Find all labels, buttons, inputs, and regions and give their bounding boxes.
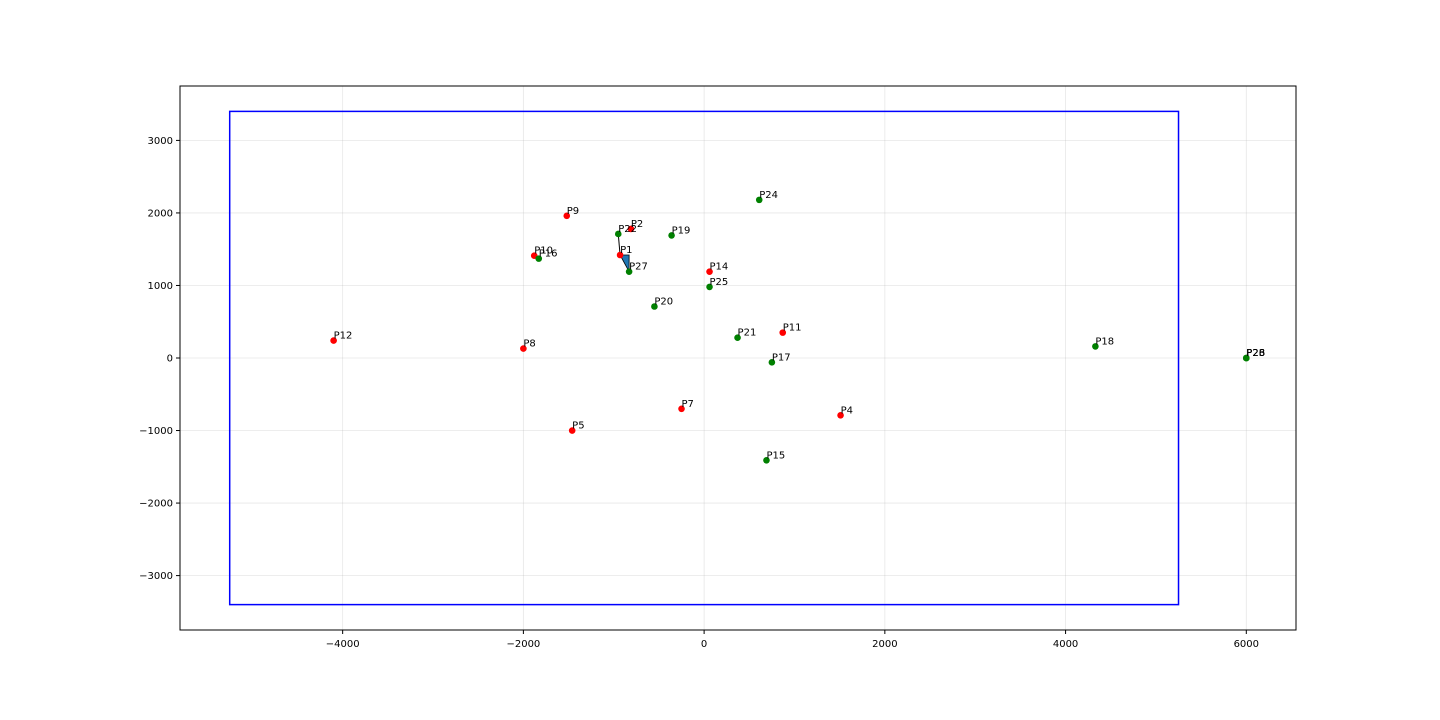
point-label-p2: P2 (631, 219, 643, 230)
point-p15 (763, 456, 770, 464)
point-label-p22: P22 (618, 224, 637, 235)
point-label-p20: P20 (654, 297, 673, 308)
x-tick-label: 6000 (1234, 639, 1259, 650)
point-label-p21: P21 (738, 328, 757, 339)
point-label-p11: P11 (783, 323, 802, 334)
x-tick-label: 0 (701, 639, 707, 650)
point-p17 (768, 359, 776, 366)
x-tick-label: −4000 (326, 639, 360, 650)
point-p4 (837, 412, 844, 419)
point-label-p27: P27 (629, 262, 648, 273)
point-p5 (568, 427, 576, 434)
y-tick-label: 2000 (148, 208, 173, 219)
point-label-p18: P18 (1095, 336, 1114, 347)
point-label-p10: P10 (534, 246, 553, 257)
point-p7 (678, 405, 685, 413)
points (330, 196, 1250, 464)
direction-arrow (617, 233, 630, 272)
point-labels: P1 P2 P4 P5 P7 P8 P9 P10 P11 P12 P14 P15 P16 P17 P18 P1… (334, 190, 1265, 461)
x-tick-label: −2000 (506, 639, 540, 650)
point-label-p12: P12 (334, 331, 353, 342)
point-label-p26: P26 (1246, 348, 1265, 359)
point-p22 (614, 230, 622, 238)
point-p25 (706, 283, 713, 291)
point-label-p24: P24 (759, 190, 778, 201)
x-tick-label: 4000 (1053, 639, 1078, 650)
x-axis-ticks: −4000 −2000 0 2000 4000 6000 (326, 630, 1259, 650)
point-label-p23: P23 (1246, 348, 1265, 359)
arrow-line (617, 233, 621, 256)
point-label-p14: P14 (710, 262, 729, 273)
point-label-p9: P9 (567, 206, 579, 217)
y-tick-label: −2000 (139, 499, 173, 510)
point-p2 (627, 225, 635, 233)
y-tick-label: 1000 (148, 281, 173, 292)
point-label-p28: P28 (1246, 348, 1265, 359)
y-axis-ticks: −3000 −2000 −1000 0 1000 2000 3000 (139, 136, 180, 582)
point-p21 (734, 334, 741, 341)
point-p16 (535, 255, 543, 262)
point-label-p1: P1 (620, 245, 632, 256)
point-p9 (563, 212, 571, 220)
y-tick-label: 3000 (148, 136, 173, 147)
point-p28 (1242, 354, 1250, 362)
arrow-head (619, 254, 630, 272)
point-p20 (651, 303, 658, 310)
boundary-rect (228, 110, 1180, 606)
point-label-p16: P16 (539, 249, 558, 260)
point-p11 (779, 329, 787, 336)
y-tick-label: −3000 (139, 571, 173, 582)
point-p14 (706, 268, 713, 275)
point-label-p7: P7 (682, 399, 694, 410)
x-tick-label: 2000 (872, 639, 897, 650)
point-label-p5: P5 (572, 421, 584, 432)
point-p19 (668, 232, 675, 239)
point-label-p8: P8 (523, 339, 535, 350)
point-p18 (1092, 343, 1099, 350)
point-label-p19: P19 (672, 225, 691, 236)
point-label-p4: P4 (841, 405, 853, 416)
point-label-p25: P25 (710, 277, 729, 288)
point-p24 (755, 196, 763, 204)
y-tick-label: −1000 (139, 426, 173, 437)
point-p8 (520, 345, 527, 352)
point-label-p15: P15 (766, 450, 785, 461)
point-p1 (616, 251, 624, 259)
y-tick-label: 0 (167, 354, 173, 365)
point-label-p17: P17 (772, 352, 791, 363)
grid-lines (180, 86, 1296, 630)
point-p27 (625, 268, 633, 275)
point-p12 (330, 337, 337, 344)
boundary-rectangle (228, 110, 1180, 606)
